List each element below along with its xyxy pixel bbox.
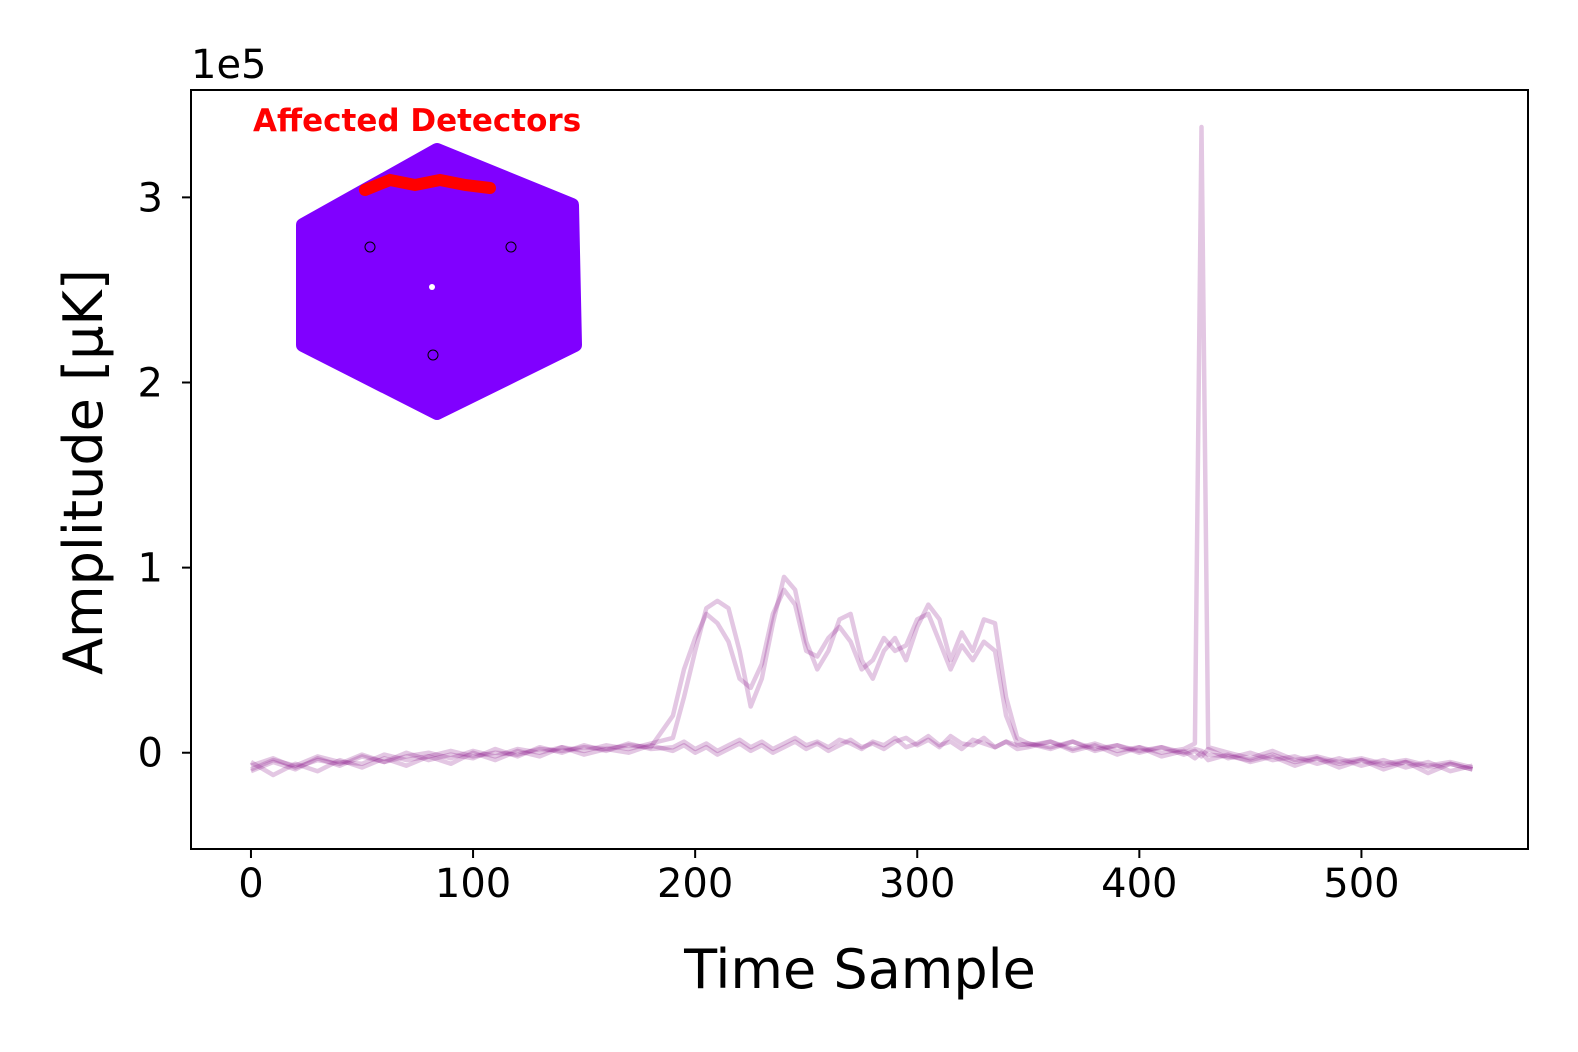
series-line [250,574,1474,772]
x-tick-label: 0 [238,861,263,907]
center-gap [429,284,435,290]
x-tick-label: 200 [657,861,733,907]
y-tick-label: 2 [138,360,163,406]
plot-frame [190,89,1529,850]
inset-title: Affected Detectors [253,103,581,139]
y-tick-label: 0 [138,731,163,777]
offset-label: 1e5 [191,42,267,88]
series-line [250,733,1474,774]
affected-detectors [359,173,496,196]
y-tick-label: 3 [138,175,163,221]
y-axis-label: Amplitude [μK] [52,269,115,675]
y-tick-label: 1 [138,546,163,592]
marker [505,241,517,253]
detector-array [296,143,582,420]
detector-inset [296,143,582,420]
series-line [249,733,1474,778]
marker [427,349,439,361]
x-tick-label: 400 [1101,861,1177,907]
line-layer [249,124,1474,778]
x-tick-label: 500 [1323,861,1399,907]
x-axis-label: Time Sample [683,938,1036,1001]
marker [364,241,376,253]
x-tick-label: 300 [879,861,955,907]
x-tick-label: 100 [435,861,511,907]
series-line [250,124,1474,772]
